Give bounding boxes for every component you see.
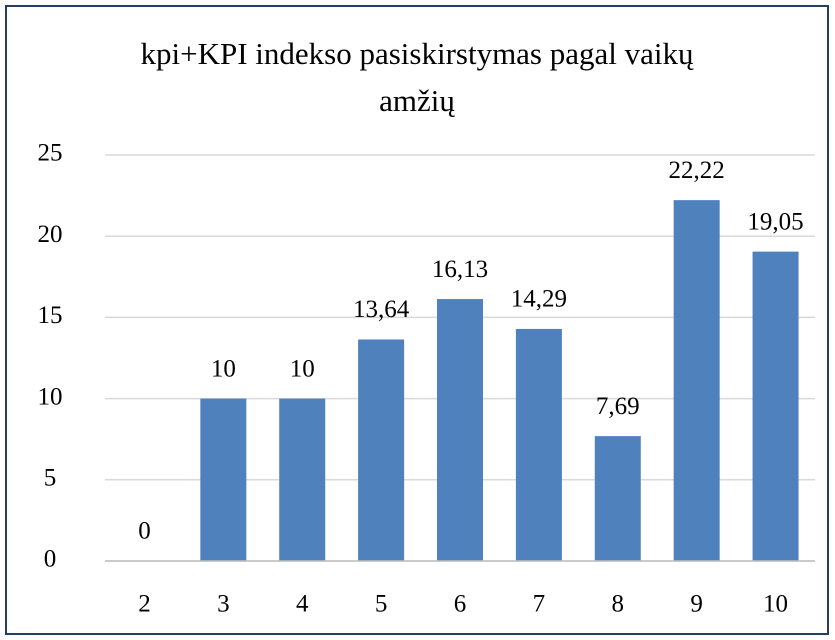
- y-tick-label: 15: [38, 302, 63, 329]
- data-label: 14,29: [511, 286, 567, 313]
- x-tick-label: 3: [217, 591, 230, 618]
- x-tick-label: 9: [690, 591, 703, 618]
- bar: [200, 398, 247, 561]
- x-tick-label: 8: [612, 591, 625, 618]
- data-label: 10: [211, 355, 236, 382]
- chart-frame: [5, 5, 829, 635]
- x-tick-label: 5: [375, 591, 388, 618]
- x-tick-label: 4: [296, 591, 309, 618]
- data-label: 0: [138, 518, 151, 545]
- bar: [752, 251, 799, 562]
- x-tick-label: 2: [138, 591, 151, 618]
- data-label: 16,13: [432, 256, 488, 283]
- bar: [673, 200, 720, 561]
- x-tick-label: 7: [533, 591, 546, 618]
- data-label: 22,22: [669, 157, 725, 184]
- bar: [594, 436, 641, 561]
- y-tick-label: 0: [44, 546, 57, 573]
- bar: [279, 398, 326, 561]
- y-tick-label: 20: [38, 221, 63, 248]
- data-label: 19,05: [747, 208, 803, 235]
- bar: [358, 339, 405, 561]
- chart-title: kpi+KPI indekso pasiskirstymas pagal vai…: [140, 36, 694, 118]
- x-tick-label: 10: [763, 591, 788, 618]
- data-label: 13,64: [353, 296, 410, 323]
- y-tick-label: 10: [38, 383, 63, 410]
- data-label: 7,69: [596, 393, 640, 420]
- data-label: 10: [290, 355, 315, 382]
- y-tick-label: 5: [44, 465, 57, 492]
- bar: [515, 328, 562, 561]
- bar: [437, 299, 483, 561]
- y-tick-label: 25: [38, 140, 63, 167]
- x-tick-label: 6: [454, 591, 467, 618]
